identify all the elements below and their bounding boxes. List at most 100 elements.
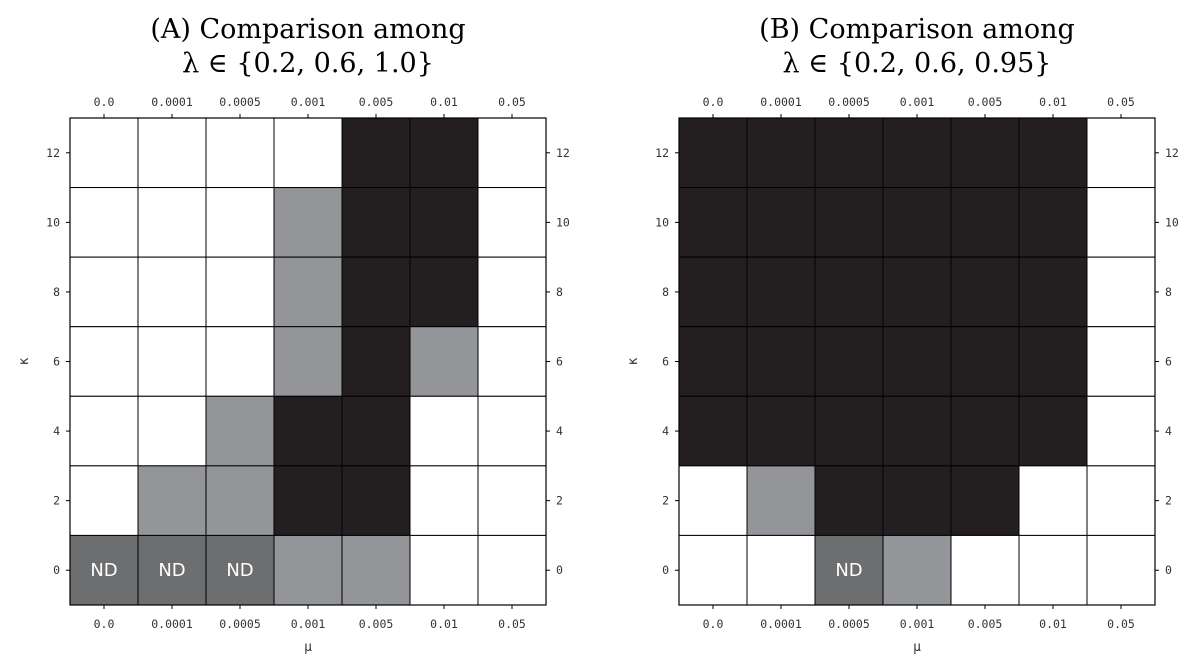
cell-label-nd: ND (835, 560, 862, 581)
x-tick-label-top: 0.001 (900, 95, 935, 109)
y-tick-label-left: 0 (53, 563, 60, 577)
heatmap-cell-black-r4-c0 (678, 395, 748, 467)
heatmap-cell-empty-r6-c6 (477, 534, 547, 606)
y-tick-label-right: 4 (556, 424, 563, 438)
y-tick-label-right: 4 (1165, 424, 1172, 438)
heatmap-cell-black-r4-c4 (341, 395, 411, 467)
x-tick-label-top: 0.005 (968, 95, 1003, 109)
heatmap-cell-empty-r5-c6 (477, 465, 547, 536)
chart-title-line2: λ ∈ {0.2, 0.6, 1.0} (182, 48, 434, 79)
y-tick-label-left: 6 (53, 355, 60, 369)
heatmap-cell-empty-r1-c0 (69, 187, 139, 258)
chart-title-line1: (B) Comparison among (759, 14, 1075, 45)
x-tick-label-bottom: 0.01 (1039, 617, 1067, 631)
x-tick-label-bottom: 0.0 (703, 617, 724, 631)
chart-panel-a: (A) Comparison among λ ∈ {0.2, 0.6, 1.0} N… (17, 14, 570, 655)
heatmap-cell-black-r0-c4 (950, 117, 1020, 189)
x-tick-label-top: 0.0 (703, 95, 724, 109)
x-tick-label-bottom: 0.01 (430, 617, 458, 631)
heatmap-cell-black-r2-c4 (341, 256, 411, 328)
y-tick-label-left: 4 (662, 424, 669, 438)
heatmap-cell-empty-r2-c2 (205, 256, 275, 328)
heatmap-cell-black-r2-c0 (678, 256, 748, 328)
heatmap-cell-empty-r3-c0 (69, 326, 139, 397)
heatmap-cell-gray-r5-c1 (746, 465, 816, 536)
y-tick-label-left: 8 (662, 285, 669, 299)
heatmap-cell-black-r1-c3 (882, 187, 952, 258)
heatmap-cell-gray-r3-c3 (273, 326, 343, 397)
y-tick-label-left: 12 (655, 146, 669, 160)
heatmap-cell-black-r0-c0 (678, 117, 748, 189)
heatmap-cell-black-r0-c5 (409, 117, 479, 189)
heatmap-cell-black-r4-c5 (1018, 395, 1088, 467)
heatmap-cell-gray-r5-c2 (205, 465, 275, 536)
y-tick-label-left: 2 (662, 494, 669, 508)
x-axis-label: μ (304, 640, 312, 655)
heatmap-cell-black-r4-c4 (950, 395, 1020, 467)
x-tick-label-bottom: 0.005 (968, 617, 1003, 631)
cell-label-nd: ND (90, 560, 117, 581)
x-tick-label-bottom: 0.0 (94, 617, 115, 631)
y-tick-label-left: 0 (662, 563, 669, 577)
chart-title-line2: λ ∈ {0.2, 0.6, 0.95} (783, 48, 1052, 79)
heatmap-cell-empty-r2-c1 (137, 256, 207, 328)
heatmap-cell-black-r4-c3 (882, 395, 952, 467)
x-tick-label-bottom: 0.005 (359, 617, 394, 631)
heatmap-cell-black-r1-c4 (341, 187, 411, 258)
heatmap-cell-empty-r1-c2 (205, 187, 275, 258)
heatmap-cell-black-r0-c1 (746, 117, 816, 189)
heatmap-cell-black-r5-c2 (814, 465, 884, 536)
heatmap-cell-empty-r1-c1 (137, 187, 207, 258)
heatmap-cell-black-r2-c4 (950, 256, 1020, 328)
heatmap-cell-black-r0-c5 (1018, 117, 1088, 189)
heatmap-cell-empty-r0-c3 (273, 117, 343, 189)
y-tick-label-right: 6 (1165, 355, 1172, 369)
heatmap-cell-black-r2-c2 (814, 256, 884, 328)
heatmap-cell-black-r5-c3 (273, 465, 343, 536)
heatmap-cell-black-r3-c0 (678, 326, 748, 397)
y-tick-label-right: 0 (556, 563, 563, 577)
x-tick-label-top: 0.05 (498, 95, 526, 109)
heatmap-cell-empty-r2-c6 (477, 256, 547, 328)
heatmap-cell-black-r0-c2 (814, 117, 884, 189)
heatmap-cell-empty-r6-c0 (678, 534, 748, 606)
y-tick-label-left: 10 (655, 215, 669, 229)
x-tick-label-top: 0.0001 (760, 95, 802, 109)
x-tick-label-bottom: 0.0001 (151, 617, 193, 631)
heatmap-cell-empty-r0-c2 (205, 117, 275, 189)
heatmap-cell-black-r3-c4 (341, 326, 411, 397)
heatmap-cell-empty-r2-c6 (1086, 256, 1156, 328)
heatmap-cell-empty-r5-c5 (1018, 465, 1088, 536)
heatmap-cell-black-r3-c3 (882, 326, 952, 397)
x-tick-label-top: 0.01 (430, 95, 458, 109)
heatmap-cell-empty-r4-c0 (69, 395, 139, 467)
heatmap-cell-gray-r2-c3 (273, 256, 343, 328)
x-tick-label-top: 0.0001 (151, 95, 193, 109)
heatmap-cell-empty-r5-c5 (409, 465, 479, 536)
heatmap-cell-black-r3-c2 (814, 326, 884, 397)
x-axis-label: μ (913, 640, 921, 655)
x-tick-label-top: 0.0 (94, 95, 115, 109)
heatmap-cell-black-r1-c1 (746, 187, 816, 258)
cell-label-nd: ND (158, 560, 185, 581)
heatmap-cell-black-r1-c0 (678, 187, 748, 258)
heatmap-cell-empty-r6-c4 (950, 534, 1020, 606)
chart-panel-b: (B) Comparison among λ ∈ {0.2, 0.6, 0.95}… (600, 0, 1200, 661)
heatmap-cell-nd-r6-c2 (205, 534, 275, 606)
x-tick-label-top: 0.05 (1107, 95, 1135, 109)
y-tick-label-right: 6 (556, 355, 563, 369)
heatmap-cell-black-r5-c4 (341, 465, 411, 536)
heatmap-cell-gray-r1-c3 (273, 187, 343, 258)
heatmap-cell-black-r3-c5 (1018, 326, 1088, 397)
y-tick-label-left: 8 (53, 285, 60, 299)
heatmap-cell-empty-r4-c6 (477, 395, 547, 467)
y-tick-label-right: 0 (1165, 563, 1172, 577)
x-tick-label-top: 0.0005 (828, 95, 870, 109)
heatmap-cell-empty-r6-c6 (1086, 534, 1156, 606)
y-tick-label-left: 2 (53, 494, 60, 508)
heatmap-cell-empty-r3-c1 (137, 326, 207, 397)
x-tick-label-bottom: 0.0005 (828, 617, 870, 631)
heatmap-cell-empty-r2-c0 (69, 256, 139, 328)
